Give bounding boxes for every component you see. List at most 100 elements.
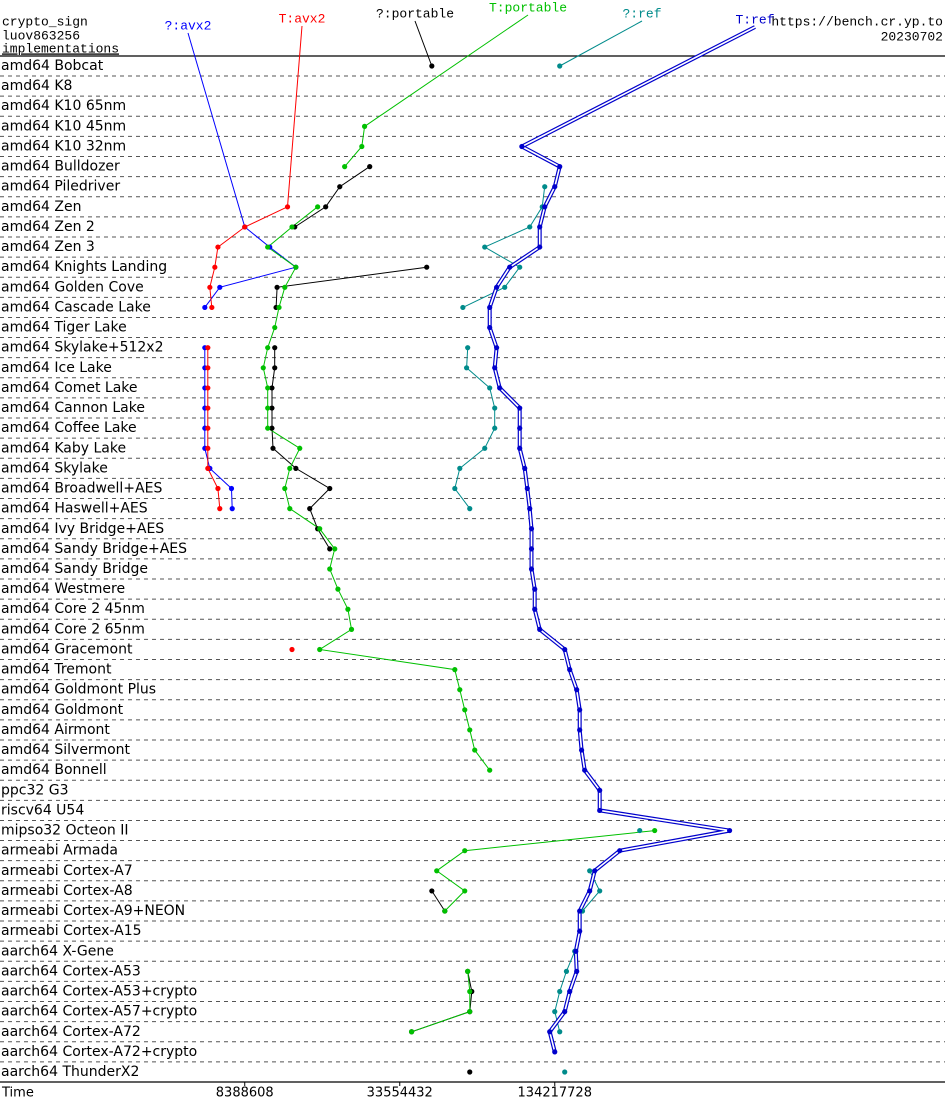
data-point <box>467 1069 473 1075</box>
data-point <box>317 526 323 532</box>
row-label: amd64 K10 65nm <box>1 98 126 114</box>
row-label: amd64 Haswell+AES <box>1 501 148 517</box>
data-point <box>434 868 440 874</box>
data-point <box>293 264 299 270</box>
data-point <box>327 546 333 552</box>
data-point <box>212 264 218 270</box>
data-point <box>573 948 579 954</box>
data-point <box>497 385 503 391</box>
data-point <box>287 506 293 512</box>
data-point <box>567 988 573 995</box>
data-point <box>557 63 563 69</box>
data-point <box>272 345 278 351</box>
data-point <box>597 787 603 793</box>
data-point <box>552 1049 558 1055</box>
data-point <box>552 1009 558 1015</box>
data-point <box>597 807 603 814</box>
data-point <box>215 244 221 250</box>
data-point <box>315 204 321 210</box>
data-point <box>547 1029 553 1035</box>
data-point <box>617 848 623 854</box>
data-point <box>269 405 275 411</box>
row-label: aarch64 X-Gene <box>1 943 114 959</box>
data-point <box>537 626 543 632</box>
row-label: amd64 Ice Lake <box>1 360 112 376</box>
data-point <box>462 888 468 894</box>
header-subtitle: luov863256 <box>2 28 80 43</box>
data-point <box>289 646 295 653</box>
row-label: amd64 Gracemont <box>1 641 133 657</box>
row-label: amd64 Knights Landing <box>1 259 167 275</box>
data-point <box>205 385 211 391</box>
data-point <box>517 425 523 431</box>
row-label: amd64 Comet Lake <box>1 380 138 396</box>
row-label: amd64 K8 <box>1 78 72 94</box>
data-point <box>460 304 466 311</box>
data-point <box>482 445 488 451</box>
data-point <box>563 968 570 975</box>
row-label: amd64 Ivy Bridge+AES <box>1 521 164 537</box>
data-point <box>494 284 500 290</box>
data-point <box>202 304 208 311</box>
data-point <box>332 546 338 552</box>
data-point <box>592 868 598 874</box>
data-point <box>457 465 463 471</box>
data-point <box>552 184 558 190</box>
legend-label: ?:portable <box>376 6 454 21</box>
row-label: armeabi Cortex-A9+NEON <box>1 903 185 919</box>
row-label: amd64 K10 45nm <box>1 118 126 134</box>
legend-leader <box>559 20 643 67</box>
series-line <box>204 226 298 509</box>
data-point <box>517 445 523 451</box>
data-point <box>652 827 658 834</box>
data-point <box>532 606 538 612</box>
row-label: amd64 Skylake <box>1 460 108 476</box>
data-point <box>276 304 282 311</box>
legend-leader-inner <box>521 26 756 148</box>
data-point <box>582 767 588 773</box>
data-point <box>205 425 211 431</box>
row-label: amd64 Core 2 65nm <box>1 621 145 637</box>
data-point <box>597 888 603 894</box>
data-point <box>429 63 435 69</box>
row-label: amd64 Tremont <box>1 662 112 678</box>
data-point <box>452 485 458 492</box>
data-point <box>242 224 248 230</box>
data-point <box>527 224 533 230</box>
lines-layer <box>187 14 756 1072</box>
data-point <box>323 204 329 210</box>
row-label: amd64 Zen 3 <box>1 239 95 255</box>
row-label: amd64 Sandy Bridge <box>1 561 148 577</box>
legend-leader <box>187 32 246 228</box>
data-point <box>462 707 468 713</box>
data-point <box>265 244 271 250</box>
data-point <box>207 284 213 290</box>
data-point <box>215 485 221 492</box>
data-point <box>467 1009 473 1015</box>
row-label: amd64 Tiger Lake <box>1 320 127 336</box>
legend-leader <box>287 25 303 207</box>
header-title: crypto_sign <box>2 14 88 29</box>
data-point <box>494 345 500 351</box>
row-label: amd64 Cascade Lake <box>1 299 151 315</box>
row-label: amd64 Bobcat <box>1 58 104 74</box>
row-label: amd64 Cannon Lake <box>1 400 145 416</box>
data-point <box>487 304 493 311</box>
row-label: amd64 Broadwell+AES <box>1 481 162 497</box>
data-point <box>462 848 468 854</box>
data-point <box>274 284 280 290</box>
row-label: aarch64 ThunderX2 <box>1 1064 139 1080</box>
data-point <box>205 445 211 451</box>
row-label: aarch64 Cortex-A53 <box>1 963 141 979</box>
data-point <box>287 465 293 471</box>
row-label: amd64 Goldmont <box>1 702 124 718</box>
header-section: implementations <box>2 41 119 56</box>
data-point <box>528 566 535 572</box>
data-point <box>492 425 498 431</box>
data-point <box>502 284 508 290</box>
row-label: amd64 Golden Cove <box>1 279 144 295</box>
data-point <box>557 1029 563 1035</box>
row-label: amd64 Bonnell <box>1 762 107 778</box>
data-point <box>557 988 563 995</box>
data-point <box>562 1009 568 1015</box>
